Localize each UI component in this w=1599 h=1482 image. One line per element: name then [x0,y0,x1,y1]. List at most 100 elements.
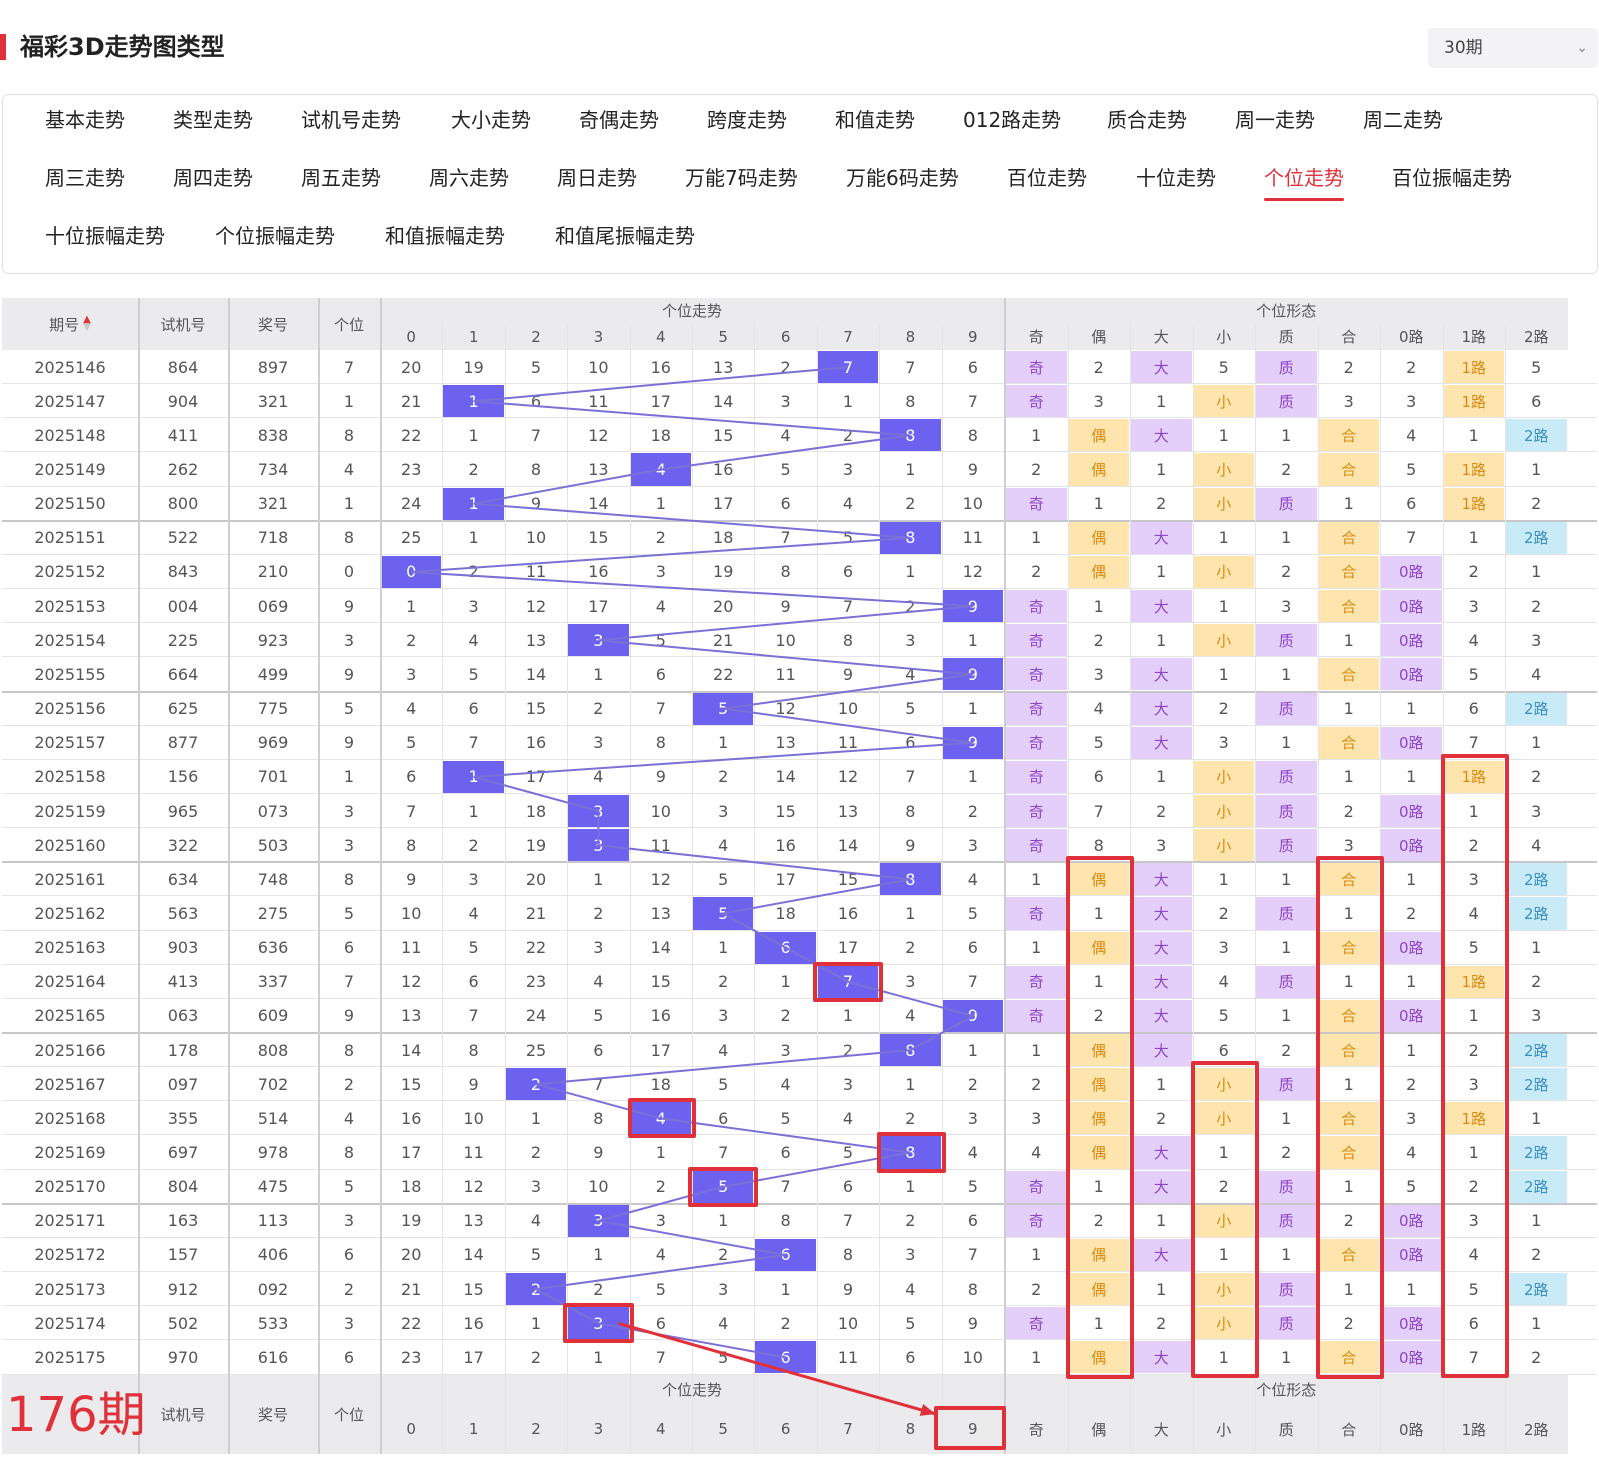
form-count-cell: 2 [1031,460,1042,479]
form-tag: 小 [1193,385,1254,418]
unit-digit-cell: 0 [343,562,355,582]
tab-19[interactable]: 十位走势 [1136,166,1216,190]
form-count-cell: 3 [1531,801,1542,821]
form-tag: 合 [1318,931,1379,964]
form-count-cell: 1 [1281,1006,1292,1026]
form-count-cell: 2 [1281,1040,1292,1060]
tab-23[interactable]: 个位振幅走势 [215,224,335,248]
form-count-cell: 4 [1468,630,1479,650]
tab-20[interactable]: 个位走势 [1264,163,1344,201]
form-tag: 0路 [1381,1341,1442,1374]
miss-count-cell: 6 [967,938,978,958]
tab-11[interactable]: 周三走势 [45,166,125,190]
header-period[interactable]: 期号 ▲ ▼ [2,298,138,350]
form-count-cell: 2 [1218,699,1229,719]
form-tag: 质 [1256,624,1317,657]
digit-column-separator [442,323,444,1454]
tab-25[interactable]: 和值尾振幅走势 [555,224,695,248]
tab-13[interactable]: 周五走势 [301,166,381,190]
tab-4[interactable]: 奇偶走势 [579,108,659,132]
form-count-cell: 1 [1218,1347,1229,1367]
form-tag: 大 [1131,1170,1192,1203]
tab-3[interactable]: 大小走势 [451,108,531,132]
miss-count-cell: 11 [650,835,671,855]
form-count-cell: 1 [1343,767,1354,787]
form-tag: 2路 [1506,1273,1567,1306]
period-select[interactable]: 30期 ⌄ [1428,28,1598,68]
miss-count-cell: 18 [775,903,796,923]
tab-12[interactable]: 周四走势 [173,166,253,190]
form-count-cell: 4 [1406,1143,1417,1162]
form-tag: 小 [1193,1307,1254,1340]
sort-arrows-icon[interactable]: ▲ ▼ [83,314,91,333]
form-tag: 大 [1131,419,1192,452]
miss-count-cell: 2 [967,1074,978,1094]
tab-2[interactable]: 试机号走势 [301,108,401,132]
footer-form-col-7: 1路 [1442,1404,1505,1454]
form-tag: 1路 [1443,760,1504,793]
tab-10[interactable]: 周二走势 [1363,108,1443,132]
tab-22[interactable]: 十位振幅走势 [45,224,165,248]
form-count-cell: 1 [1281,664,1292,684]
form-tag: 0路 [1381,1307,1442,1340]
form-count-cell: 1 [1281,1245,1292,1265]
form-tag: 奇 [1006,590,1067,623]
period-cell: 2025154 [34,630,106,650]
miss-count-cell: 1 [406,596,417,616]
miss-count-cell: 4 [468,630,479,650]
miss-count-cell: 1 [655,1143,666,1162]
form-tag: 0路 [1381,931,1442,964]
miss-count-cell: 7 [593,1074,604,1094]
form-tag: 大 [1131,658,1192,691]
tab-18[interactable]: 百位走势 [1007,166,1087,190]
tab-21[interactable]: 百位振幅走势 [1392,166,1512,190]
period-cell: 2025155 [34,664,106,684]
miss-count-cell: 13 [837,801,859,821]
prize-number-cell: 475 [257,1177,289,1197]
form-tag: 奇 [1006,624,1067,657]
tab-9[interactable]: 周一走势 [1235,108,1315,132]
miss-count-cell: 18 [713,528,734,548]
miss-count-cell: 5 [655,630,666,650]
period-cell: 2025172 [34,1245,106,1265]
tab-6[interactable]: 和值走势 [835,108,915,132]
miss-count-cell: 2 [967,801,978,821]
miss-count-cell: 15 [463,1279,484,1299]
tab-8[interactable]: 质合走势 [1107,108,1187,132]
tab-0[interactable]: 基本走势 [45,108,125,132]
tab-14[interactable]: 周六走势 [429,166,509,190]
miss-count-cell: 5 [655,1279,666,1299]
miss-count-cell: 1 [593,664,604,684]
miss-count-cell: 5 [406,733,417,753]
header-period-label: 期号 [49,315,80,334]
form-count-cell: 1 [1531,1108,1542,1128]
miss-count-cell: 2 [718,1245,729,1265]
column-separator [138,298,140,1454]
miss-count-cell: 3 [468,869,479,889]
form-tag: 偶 [1068,555,1129,589]
form-tag: 奇 [1006,897,1067,930]
form-tag: 大 [1131,521,1192,554]
form-tag: 2路 [1506,692,1567,725]
tab-7[interactable]: 012路走势 [963,108,1062,132]
miss-count-cell: 8 [406,835,417,855]
miss-count-cell: 25 [525,1040,547,1060]
tab-5[interactable]: 跨度走势 [707,108,787,132]
miss-count-cell: 5 [530,357,542,377]
form-count-cell: 6 [1531,391,1542,411]
period-cell: 2025168 [34,1108,106,1128]
tab-1[interactable]: 类型走势 [173,108,253,132]
period-cell: 2025161 [34,869,106,889]
form-count-cell: 2 [1281,460,1292,479]
tab-15[interactable]: 周日走势 [557,166,637,190]
miss-count-cell: 15 [650,972,671,992]
tab-16[interactable]: 万能7码走势 [685,166,798,190]
form-count-cell: 1 [1468,801,1479,821]
tab-24[interactable]: 和值振幅走势 [385,224,505,248]
form-count-cell: 6 [1406,494,1417,514]
footer-digit-2: 2 [504,1404,568,1454]
period-cell: 2025166 [34,1040,106,1060]
form-count-cell: 1 [1156,391,1167,411]
tab-17[interactable]: 万能6码走势 [846,166,959,190]
prize-number-cell: 897 [257,357,289,377]
